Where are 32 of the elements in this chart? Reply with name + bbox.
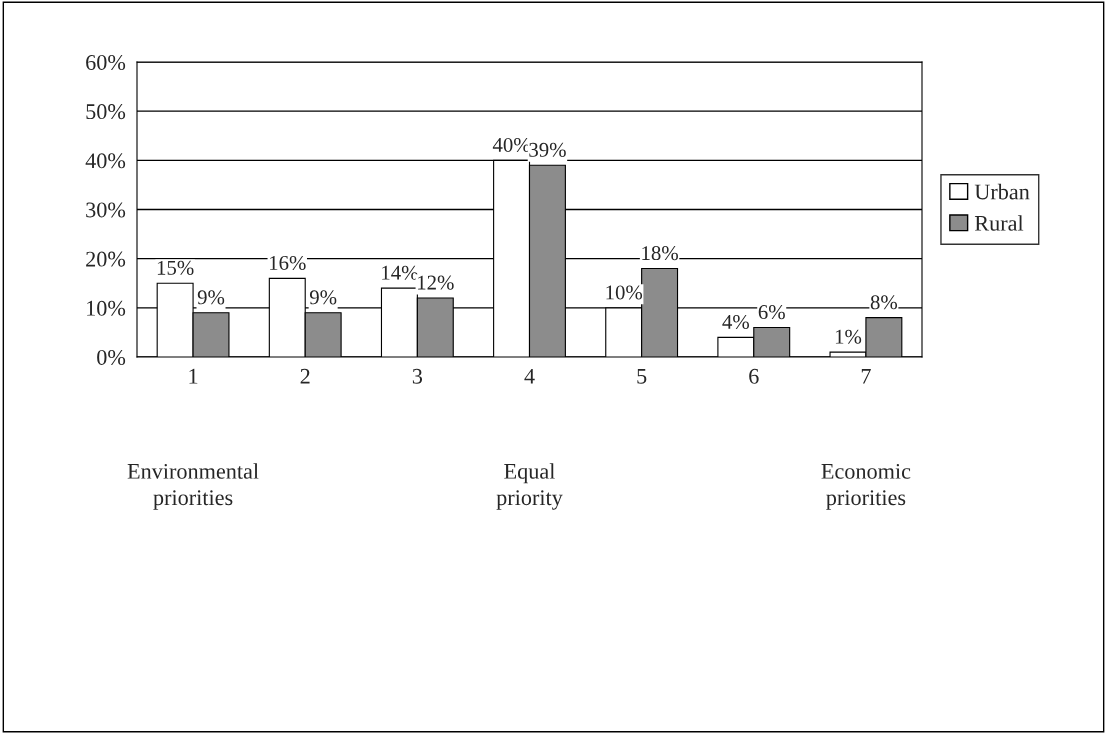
text: Economic priorities [821,463,911,510]
y-tick-label: 40% [85,153,126,169]
x-tick-label: 6 [749,368,759,384]
data-label: 9% [309,290,337,305]
data-label: 8% [870,295,898,310]
text: Environmental priorities [127,463,259,510]
y-tick-label: 10% [87,300,126,316]
data-label: 12% [418,275,454,290]
data-label: 1% [835,329,862,344]
data-label: 9% [197,290,225,305]
data-label: 16% [270,255,306,270]
y-tick-label: 30% [86,202,126,218]
data-label: 18% [642,246,678,261]
x-tick-label: 4 [524,368,535,384]
y-tick-label: 60% [86,54,126,70]
legend-label: Urban [974,183,1030,200]
data-label: 6% [758,305,785,320]
y-tick-label: 20% [86,251,126,267]
y-tick-label: 50% [86,104,126,120]
x-tick-label: 3 [412,368,423,384]
x-tick-label: 7 [861,368,871,384]
data-label: 15% [157,260,194,275]
data-label: 4% [722,314,750,329]
x-tick-label: 5 [637,368,647,384]
text: Equal priority [496,463,563,510]
y-tick-label: 0% [97,349,126,365]
data-label: 14% [382,265,418,280]
legend-label: Rural [974,215,1024,231]
x-tick-label: 1 [189,368,198,384]
x-tick-label: 2 [300,368,310,384]
data-label: 10% [606,285,643,300]
data-label: 39% [529,142,566,157]
